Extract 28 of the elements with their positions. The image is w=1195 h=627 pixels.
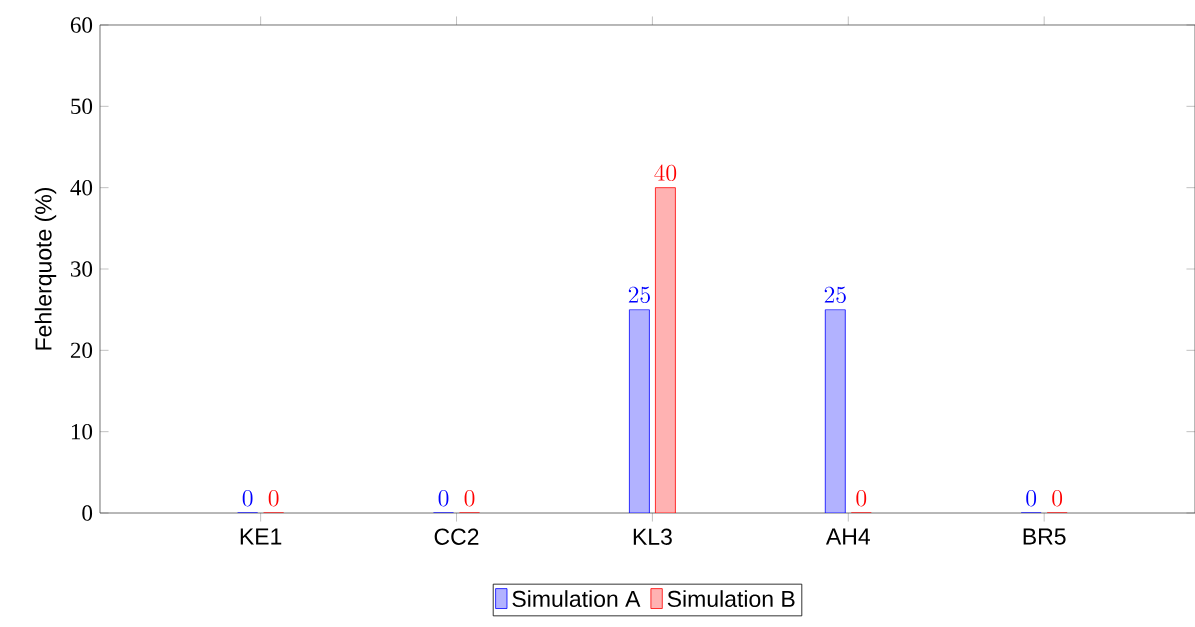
- data-label: 40: [654, 164, 677, 182]
- x-tick-label: AH4: [825, 528, 870, 545]
- data-label: 0: [242, 489, 253, 507]
- y-tick-label: 50: [71, 98, 93, 115]
- y-axis-title: Fehlerquote (%): [34, 188, 57, 350]
- legend-label: Simulation B: [667, 590, 795, 608]
- bar: [824, 309, 846, 513]
- y-tick-label: 20: [70, 342, 93, 359]
- bar: [655, 187, 676, 513]
- x-tick-label: KL3: [633, 528, 672, 545]
- bar: [629, 309, 650, 513]
- x-tick-label: CC2: [434, 528, 479, 545]
- y-tick-label: 60: [70, 17, 93, 33]
- y-tick-label: 40: [70, 179, 93, 196]
- y-tick-label: 0: [82, 505, 93, 521]
- y-tick-label: 10: [71, 423, 93, 440]
- x-tick-label: KE1: [240, 528, 282, 545]
- data-label: 0: [1052, 489, 1063, 507]
- data-label: 0: [856, 489, 867, 507]
- data-label: 25: [628, 286, 650, 304]
- legend-label: Simulation A: [512, 590, 641, 608]
- data-label: 0: [438, 489, 449, 507]
- data-label: 25: [824, 286, 846, 304]
- data-label: 0: [268, 489, 279, 507]
- data-label: 0: [1026, 489, 1037, 507]
- data-label: 0: [464, 489, 475, 507]
- y-tick-label: 30: [71, 261, 93, 277]
- x-tick-label: BR5: [1023, 528, 1066, 545]
